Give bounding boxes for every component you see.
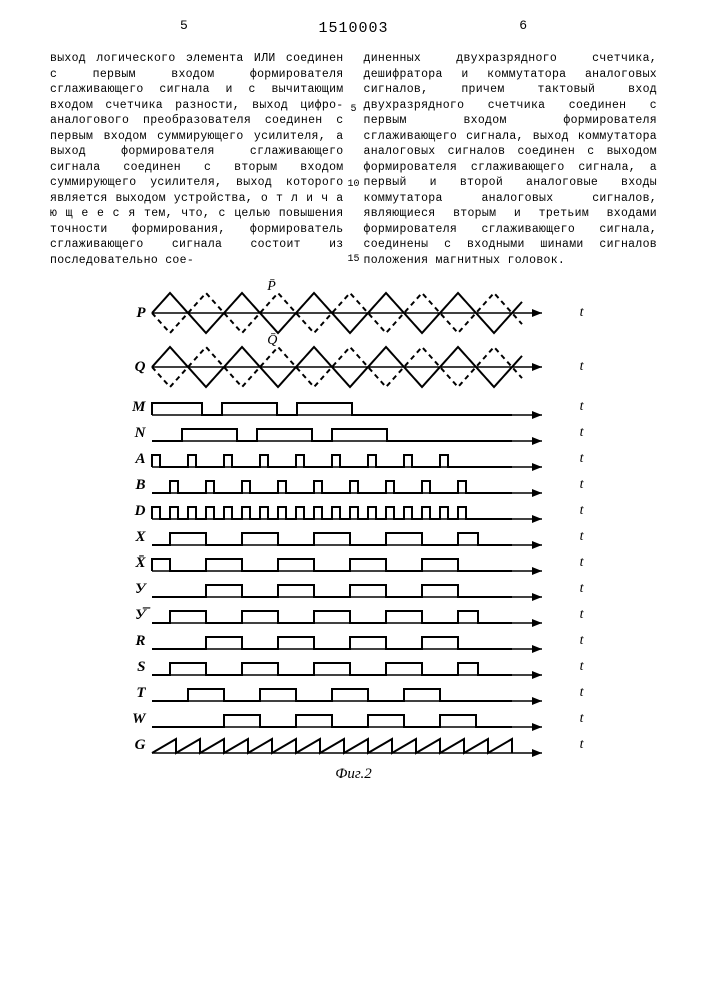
patent-number: 1510003 [50, 20, 657, 37]
signal-plot [152, 576, 576, 602]
signal-label: T [124, 685, 152, 702]
time-axis-label: t [576, 711, 584, 727]
signal-plot [152, 602, 576, 628]
signal-row-t: T t [124, 680, 584, 706]
time-axis-label: t [576, 607, 584, 623]
signal-label: A [124, 451, 152, 468]
signal-plot [152, 654, 576, 680]
signal-label: X [124, 529, 152, 546]
right-column: диненных двухразрядного счетчика, дешифр… [364, 51, 658, 268]
signal-row-p: P P̄t [124, 286, 584, 340]
time-axis-label: t [576, 685, 584, 701]
signal-label: Q [124, 359, 152, 376]
signal-label: B [124, 477, 152, 494]
signal-plot [152, 394, 576, 420]
signal-row-g: G t [124, 732, 584, 758]
signal-label: D [124, 503, 152, 520]
signal-row-b: B t [124, 472, 584, 498]
signal-plot [152, 472, 576, 498]
signal-plot [152, 732, 576, 758]
signal-row-x̄: X̄ t [124, 550, 584, 576]
time-axis-label: t [576, 737, 584, 753]
col-num-left: 5 [180, 18, 188, 33]
text-columns: выход логического элемента ИЛИ соединен … [50, 51, 657, 268]
time-axis-label: t [576, 503, 584, 519]
svg-text:P̄: P̄ [266, 279, 276, 294]
signal-label: P [124, 305, 152, 322]
signal-plot [152, 628, 576, 654]
signal-row-w: W t [124, 706, 584, 732]
signal-row-n: N t [124, 420, 584, 446]
signal-row-a: A t [124, 446, 584, 472]
signal-label: X̄ [124, 555, 152, 572]
line-marker-10: 10 [347, 180, 359, 190]
time-axis-label: t [576, 305, 584, 321]
signal-row-у̅: У̅ t [124, 602, 584, 628]
signal-label: G [124, 737, 152, 754]
figure-caption: Фиг.2 [124, 766, 584, 783]
signal-plot: Q̄ [152, 340, 576, 394]
line-marker-5: 5 [350, 105, 356, 115]
signal-label: M [124, 399, 152, 416]
time-axis-label: t [576, 555, 584, 571]
signal-plot [152, 680, 576, 706]
time-axis-label: t [576, 451, 584, 467]
time-axis-label: t [576, 399, 584, 415]
signal-plot [152, 706, 576, 732]
time-axis-label: t [576, 529, 584, 545]
signal-label: У [124, 581, 152, 598]
left-column: выход логического элемента ИЛИ соединен … [50, 51, 344, 268]
signal-label: У̅ [124, 607, 152, 624]
signal-plot [152, 498, 576, 524]
figure-2: P P̄tQ Q̄tM tN tA tB tD tX tX̄ tУ tУ̅ tR… [124, 286, 584, 783]
signal-label: R [124, 633, 152, 650]
signal-row-r: R t [124, 628, 584, 654]
signal-row-d: D t [124, 498, 584, 524]
line-marker-15: 15 [347, 255, 359, 265]
signal-plot [152, 524, 576, 550]
signal-plot [152, 420, 576, 446]
signal-row-m: M t [124, 394, 584, 420]
signal-label: W [124, 711, 152, 728]
signal-row-x: X t [124, 524, 584, 550]
signal-plot [152, 446, 576, 472]
time-axis-label: t [576, 477, 584, 493]
time-axis-label: t [576, 581, 584, 597]
signal-row-s: S t [124, 654, 584, 680]
time-axis-label: t [576, 659, 584, 675]
signal-label: S [124, 659, 152, 676]
signal-label: N [124, 425, 152, 442]
time-axis-label: t [576, 633, 584, 649]
signal-plot: P̄ [152, 286, 576, 340]
time-axis-label: t [576, 359, 584, 375]
signal-row-у: У t [124, 576, 584, 602]
col-num-right: 6 [519, 18, 527, 33]
signal-row-q: Q Q̄t [124, 340, 584, 394]
signal-plot [152, 550, 576, 576]
svg-text:Q̄: Q̄ [267, 333, 277, 348]
time-axis-label: t [576, 425, 584, 441]
